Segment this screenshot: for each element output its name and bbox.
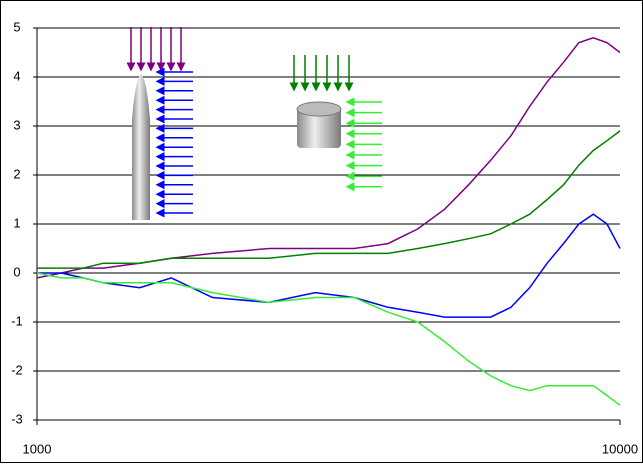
plot-area: -3 -2 -1 0 1 2 3 4 5 1000 10000: [11, 19, 638, 456]
y-tick-label: 3: [13, 117, 20, 132]
y-tick-label: 1: [13, 215, 20, 230]
x-tick-label: 1000: [23, 441, 52, 456]
y-tick-label: 4: [13, 68, 20, 83]
y-tick-label: 2: [13, 166, 20, 181]
y-tick-label: -2: [11, 362, 23, 377]
series-line: [37, 213, 621, 318]
capsule-microphone: [289, 55, 382, 192]
series-line: [36, 37, 621, 279]
series-line: [37, 130, 621, 269]
x-tick-label: 10000: [602, 441, 638, 456]
y-tick-label: -1: [11, 313, 23, 328]
y-tick-label: -3: [11, 411, 23, 426]
pencil-microphone: [126, 27, 193, 220]
y-tick-label: 0: [13, 264, 20, 279]
series-line: [36, 272, 621, 406]
y-tick-label: 5: [13, 19, 20, 34]
